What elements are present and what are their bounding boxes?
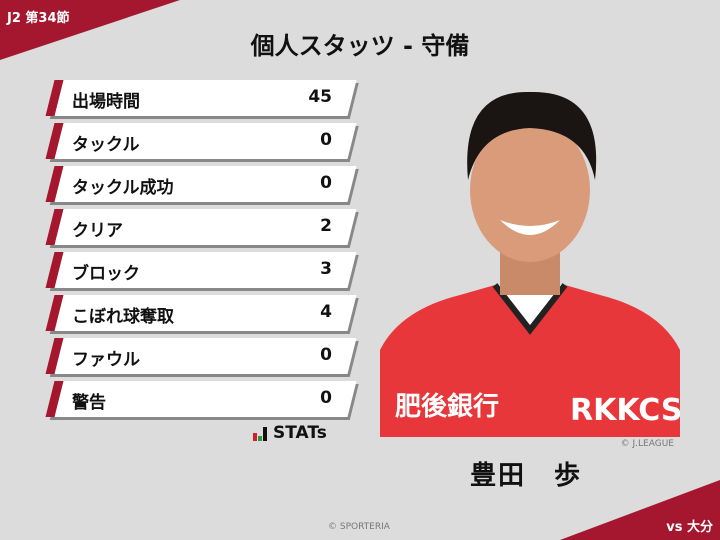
- stat-label: クリア: [72, 221, 123, 241]
- sponsor-right: RKKCS: [570, 393, 680, 428]
- player-photo: 肥後銀行 RKKCS: [380, 70, 680, 437]
- stat-value: 3: [320, 259, 332, 279]
- round-label: J2 第34節: [7, 11, 70, 26]
- copyright: © SPORTERIA: [328, 522, 390, 532]
- stat-label: 出場時間: [72, 92, 140, 112]
- stat-value: 4: [320, 302, 332, 322]
- stat-value: 0: [320, 388, 332, 408]
- stat-value: 0: [320, 345, 332, 365]
- stat-row: クリア 2: [45, 209, 357, 245]
- stat-row: こぼれ球奪取 4: [45, 295, 357, 331]
- player-name: 豊田 歩: [470, 461, 583, 491]
- stat-row: 警告 0: [45, 381, 357, 417]
- opponent-label: vs 大分: [666, 520, 713, 535]
- stat-value: 45: [308, 87, 332, 107]
- stat-label: こぼれ球奪取: [72, 307, 174, 327]
- stat-row: 出場時間 45: [45, 80, 357, 116]
- stat-label: 警告: [72, 393, 106, 413]
- stat-row: タックル成功 0: [45, 166, 357, 202]
- stat-row: ファウル 0: [45, 338, 357, 374]
- stat-value: 0: [320, 130, 332, 150]
- stat-label: ブロック: [72, 264, 140, 284]
- page-title: 個人スタッツ - 守備: [250, 32, 470, 60]
- sponsor-left: 肥後銀行: [395, 391, 499, 422]
- stat-label: タックル成功: [72, 178, 174, 198]
- provider-name: STATs: [273, 423, 327, 443]
- stats-provider-logo: STATs: [253, 423, 327, 443]
- photo-credit: © J.LEAGUE: [620, 439, 674, 449]
- bar-chart-icon: [253, 427, 267, 441]
- stat-label: タックル: [72, 135, 140, 155]
- stat-row: ブロック 3: [45, 252, 357, 288]
- stats-list: 出場時間 45 タックル 0 タックル成功 0 クリア 2 ブロック 3 こぼれ球奪取 4 ファウル 0 警…: [45, 80, 357, 424]
- stat-value: 2: [320, 216, 332, 236]
- stat-label: ファウル: [72, 350, 140, 370]
- stat-row: タックル 0: [45, 123, 357, 159]
- stat-value: 0: [320, 173, 332, 193]
